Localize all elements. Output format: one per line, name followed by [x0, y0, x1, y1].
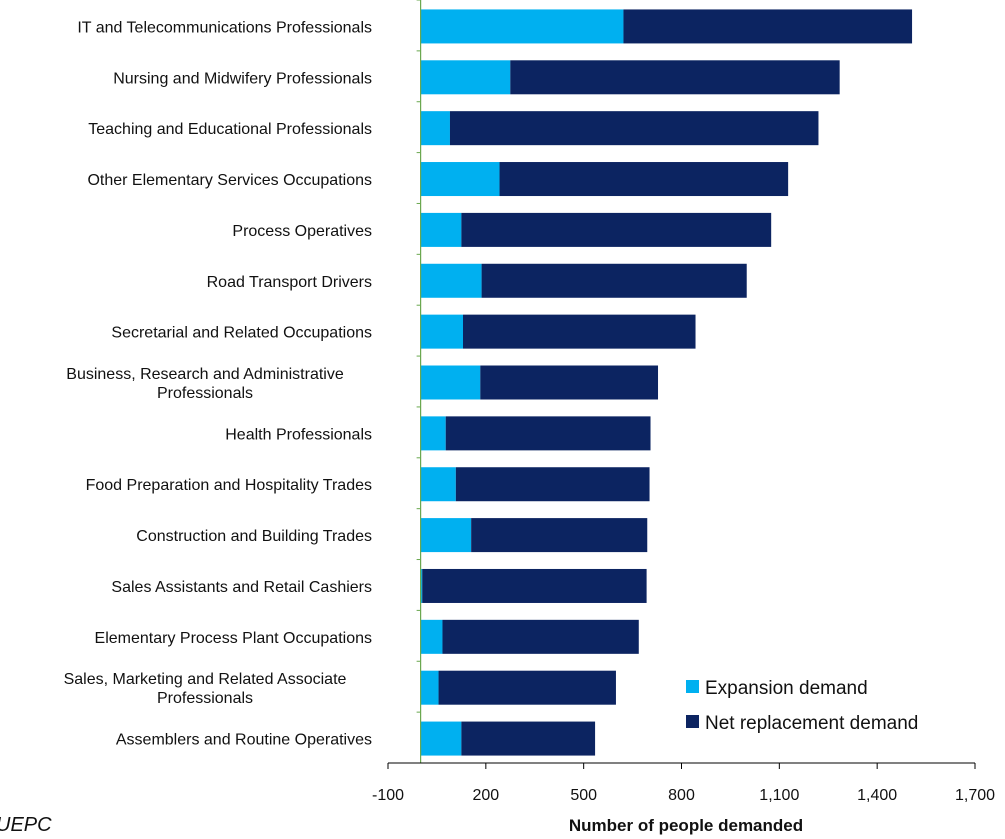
bar-net-replacement-11: [422, 568, 647, 603]
bar-expansion-2: [420, 111, 450, 146]
category-label-line: Process Operatives: [232, 223, 372, 240]
x-tick-label-6: 1,700: [955, 787, 995, 804]
bar-net-replacement-7: [480, 365, 659, 400]
category-label-line: Elementary Process Plant Occupations: [95, 630, 372, 647]
bar-net-replacement-5: [481, 263, 747, 298]
bar-expansion-11: [420, 568, 423, 603]
bar-net-replacement-3: [499, 162, 789, 197]
bar-net-replacement-1: [510, 60, 840, 95]
category-label-0: IT and Telecommunications Professionals: [77, 19, 372, 36]
x-axis-title: Number of people demanded: [569, 816, 803, 835]
bar-expansion-14: [420, 721, 462, 756]
category-label-1: Nursing and Midwifery Professionals: [113, 70, 372, 87]
bar-net-replacement-10: [471, 518, 648, 553]
x-tick-label-5: 1,400: [857, 787, 897, 804]
bar-expansion-13: [420, 670, 439, 705]
bar-expansion-12: [420, 619, 443, 654]
category-label-13: Sales, Marketing and Related Associate Pr…: [64, 671, 347, 707]
bar-net-replacement-14: [461, 721, 596, 756]
legend-swatch-expansion: [686, 680, 699, 693]
bar-net-replacement-0: [623, 9, 913, 44]
bar-expansion-8: [420, 416, 446, 451]
category-label-line: Construction and Building Trades: [136, 528, 372, 545]
category-label-8: Health Professionals: [225, 426, 372, 443]
x-tick-label-1: 200: [472, 787, 499, 804]
category-label-4: Process Operatives: [232, 223, 372, 240]
category-label-5: Road Transport Drivers: [207, 274, 372, 291]
legend: Expansion demand Net replacement demand: [686, 678, 918, 734]
bar-expansion-3: [420, 162, 500, 197]
category-label-10: Construction and Building Trades: [136, 528, 372, 545]
category-label-3: Other Elementary Services Occupations: [87, 172, 372, 189]
category-labels: IT and Telecommunications Professionals N…: [64, 0, 421, 764]
category-label-line: Sales Assistants and Retail Cashiers: [111, 579, 372, 596]
x-tick-label-4: 1,100: [759, 787, 799, 804]
category-label-line: Professionals: [157, 690, 253, 707]
bar-expansion-9: [420, 467, 456, 502]
category-label-line: Secretarial and Related Occupations: [111, 325, 372, 342]
bar-net-replacement-4: [461, 212, 772, 247]
category-label-line: Road Transport Drivers: [207, 274, 372, 291]
category-label-6: Secretarial and Related Occupations: [111, 325, 372, 342]
bar-net-replacement-9: [455, 467, 650, 502]
bars-group: [420, 9, 913, 756]
x-tick-label-3: 800: [668, 787, 695, 804]
category-label-11: Sales Assistants and Retail Cashiers: [111, 579, 372, 596]
category-label-line: Sales, Marketing and Related Associate: [64, 671, 347, 688]
bar-expansion-6: [420, 314, 464, 349]
bar-expansion-5: [420, 263, 482, 298]
category-label-line: Food Preparation and Hospitality Trades: [86, 477, 372, 494]
category-label-line: Teaching and Educational Professionals: [88, 121, 372, 138]
category-label-12: Elementary Process Plant Occupations: [95, 630, 372, 647]
legend-swatch-net-replacement: [686, 715, 699, 728]
bar-net-replacement-12: [442, 619, 639, 654]
bar-net-replacement-6: [463, 314, 696, 349]
category-label-line: Professionals: [157, 385, 253, 402]
bar-expansion-7: [420, 365, 481, 400]
bar-expansion-0: [420, 9, 624, 44]
legend-label-net-replacement: Net replacement demand: [705, 713, 918, 734]
category-label-line: Business, Research and Administrative: [66, 366, 344, 383]
x-axis-ticks: -100 200 500 800 1,100 1,400 1,700: [372, 763, 995, 804]
category-label-9: Food Preparation and Hospitality Trades: [86, 477, 372, 494]
bar-expansion-4: [420, 212, 462, 247]
category-label-line: Assemblers and Routine Operatives: [116, 732, 372, 749]
category-label-line: Health Professionals: [225, 426, 372, 443]
bar-expansion-10: [420, 518, 472, 553]
bar-expansion-1: [420, 60, 511, 95]
category-label-7: Business, Research and Administrative Pro…: [66, 366, 344, 402]
source-note: UEPC: [0, 814, 52, 836]
x-tick-label-2: 500: [570, 787, 597, 804]
bar-net-replacement-2: [449, 111, 819, 146]
bar-net-replacement-8: [445, 416, 651, 451]
category-label-line: IT and Telecommunications Professionals: [77, 19, 372, 36]
bar-net-replacement-13: [438, 670, 616, 705]
category-label-line: Other Elementary Services Occupations: [87, 172, 372, 189]
legend-label-expansion: Expansion demand: [705, 678, 868, 699]
x-tick-label-0: -100: [372, 787, 404, 804]
category-label-14: Assemblers and Routine Operatives: [116, 732, 372, 749]
category-label-2: Teaching and Educational Professionals: [88, 121, 372, 138]
category-label-line: Nursing and Midwifery Professionals: [113, 70, 372, 87]
